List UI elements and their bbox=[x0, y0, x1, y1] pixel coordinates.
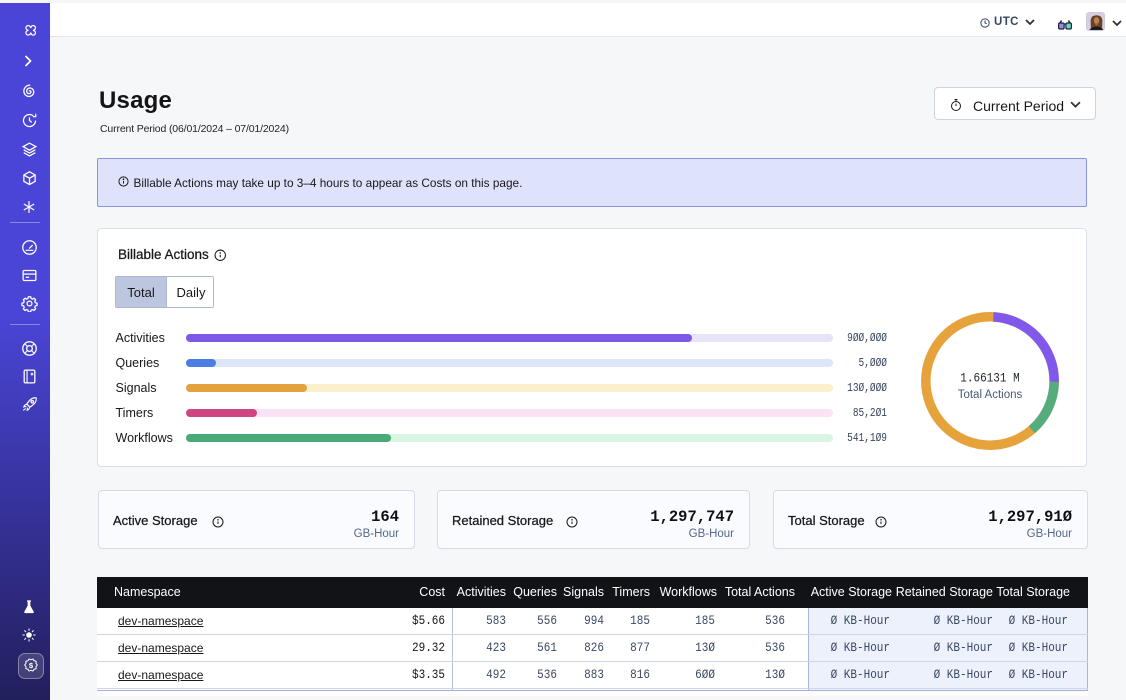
svg-text:Total Actions: Total Actions bbox=[958, 389, 1023, 401]
svg-text:$: $ bbox=[29, 661, 34, 670]
svg-text:1.66131 M: 1.66131 M bbox=[960, 371, 1019, 386]
